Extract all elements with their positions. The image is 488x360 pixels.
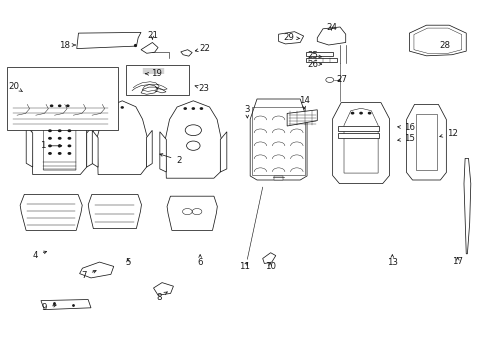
Circle shape xyxy=(59,153,61,154)
Circle shape xyxy=(351,112,353,114)
Text: 21: 21 xyxy=(146,31,158,40)
Text: 7: 7 xyxy=(81,270,96,280)
Circle shape xyxy=(49,153,51,154)
Circle shape xyxy=(50,105,53,107)
Text: 16: 16 xyxy=(397,123,414,132)
Circle shape xyxy=(49,130,51,131)
Circle shape xyxy=(184,108,186,109)
Text: 20: 20 xyxy=(9,82,22,92)
PathPatch shape xyxy=(26,126,33,167)
Circle shape xyxy=(49,145,51,147)
Circle shape xyxy=(49,138,51,139)
Text: 13: 13 xyxy=(386,255,397,267)
Ellipse shape xyxy=(186,141,200,150)
PathPatch shape xyxy=(20,194,82,230)
PathPatch shape xyxy=(153,283,173,295)
Text: 29: 29 xyxy=(283,33,299,42)
PathPatch shape xyxy=(286,110,317,126)
PathPatch shape xyxy=(250,99,306,180)
Text: 9: 9 xyxy=(41,303,56,312)
Text: 5: 5 xyxy=(125,258,130,267)
PathPatch shape xyxy=(97,101,147,175)
Circle shape xyxy=(121,107,123,108)
Text: 25: 25 xyxy=(306,51,321,60)
Text: 28: 28 xyxy=(438,40,449,49)
Circle shape xyxy=(367,112,370,114)
Bar xyxy=(338,133,379,138)
PathPatch shape xyxy=(86,126,93,167)
Circle shape xyxy=(68,138,70,139)
PathPatch shape xyxy=(278,32,303,44)
PathPatch shape xyxy=(80,262,114,278)
Circle shape xyxy=(59,105,61,107)
PathPatch shape xyxy=(167,196,217,230)
Circle shape xyxy=(200,108,202,109)
Circle shape xyxy=(68,153,70,154)
Text: 4: 4 xyxy=(32,251,46,260)
Circle shape xyxy=(59,130,61,131)
Text: 12: 12 xyxy=(439,129,457,138)
Text: 1: 1 xyxy=(40,141,61,150)
Bar xyxy=(338,126,379,131)
Text: 26: 26 xyxy=(306,60,321,69)
Bar xyxy=(7,67,118,130)
Text: 10: 10 xyxy=(264,262,275,271)
PathPatch shape xyxy=(141,42,158,53)
PathPatch shape xyxy=(141,68,166,76)
PathPatch shape xyxy=(32,99,86,175)
Text: 17: 17 xyxy=(451,256,462,265)
Text: 18: 18 xyxy=(59,40,75,49)
PathPatch shape xyxy=(77,32,141,49)
PathPatch shape xyxy=(262,253,275,264)
Text: 27: 27 xyxy=(336,76,347,85)
Text: 15: 15 xyxy=(397,134,414,143)
PathPatch shape xyxy=(317,27,345,45)
PathPatch shape xyxy=(408,25,465,56)
Circle shape xyxy=(192,108,194,109)
Circle shape xyxy=(59,138,61,139)
Text: 23: 23 xyxy=(195,84,209,93)
PathPatch shape xyxy=(332,103,389,184)
Text: 22: 22 xyxy=(195,44,210,53)
Text: 6: 6 xyxy=(197,255,203,267)
Text: 8: 8 xyxy=(156,292,167,302)
Circle shape xyxy=(59,145,61,147)
Text: 19: 19 xyxy=(145,69,162,78)
Text: 14: 14 xyxy=(298,96,309,109)
Bar xyxy=(126,65,188,95)
PathPatch shape xyxy=(160,132,166,172)
Bar xyxy=(273,176,283,180)
PathPatch shape xyxy=(220,132,226,172)
PathPatch shape xyxy=(88,194,141,229)
Bar xyxy=(305,52,332,56)
Circle shape xyxy=(68,145,70,147)
PathPatch shape xyxy=(146,130,152,167)
Circle shape xyxy=(359,112,362,114)
PathPatch shape xyxy=(41,300,91,310)
PathPatch shape xyxy=(165,101,221,178)
PathPatch shape xyxy=(406,104,446,180)
Text: 3: 3 xyxy=(244,105,249,118)
Text: 2: 2 xyxy=(160,154,182,165)
Text: 24: 24 xyxy=(325,22,336,31)
PathPatch shape xyxy=(92,130,98,167)
Bar xyxy=(305,58,337,62)
Circle shape xyxy=(68,130,70,131)
Text: 11: 11 xyxy=(239,262,249,271)
PathPatch shape xyxy=(463,158,470,254)
Ellipse shape xyxy=(185,125,201,136)
PathPatch shape xyxy=(181,50,192,56)
Circle shape xyxy=(66,105,69,107)
